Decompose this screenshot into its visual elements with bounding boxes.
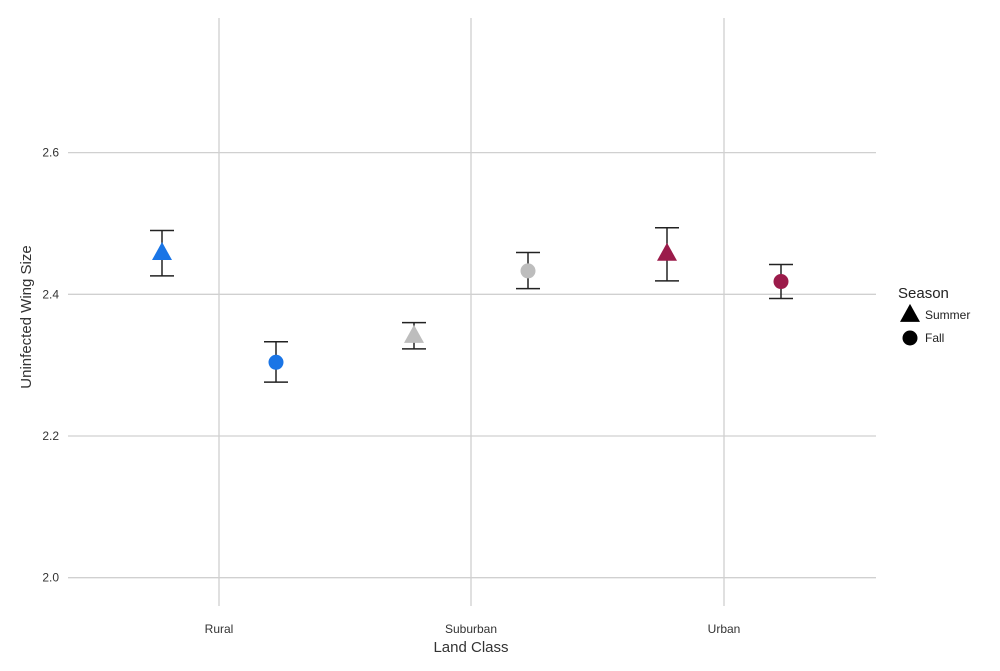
x-tick-label: Suburban	[445, 622, 497, 636]
point-summer-suburban	[404, 324, 424, 343]
x-tick-label: Urban	[708, 622, 741, 636]
legend-label: Fall	[925, 331, 944, 345]
y-tick-label: 2.6	[42, 146, 59, 160]
y-tick-label: 2.4	[42, 287, 59, 301]
data-points	[152, 242, 789, 370]
x-axis-ticks: Rural Suburban Urban	[205, 622, 741, 636]
grid	[68, 18, 876, 606]
legend-triangle-icon	[900, 303, 920, 322]
legend-circle-icon	[902, 330, 918, 346]
legend-entry-summer: Summer	[900, 303, 970, 322]
point-fall-rural	[268, 354, 284, 370]
point-fall-suburban	[520, 263, 536, 279]
legend-label: Summer	[925, 308, 970, 322]
legend-title: Season	[898, 285, 949, 302]
x-tick-label: Rural	[205, 622, 234, 636]
y-tick-label: 2.0	[42, 571, 59, 585]
point-summer-rural	[152, 242, 172, 261]
point-fall-urban	[773, 274, 789, 290]
y-tick-label: 2.2	[42, 429, 59, 443]
y-axis-title: Uninfected Wing Size	[18, 245, 35, 388]
y-axis-ticks: 2.0 2.2 2.4 2.6	[42, 146, 59, 585]
point-summer-urban	[657, 242, 677, 261]
legend: Season Summer Fall	[898, 285, 970, 346]
x-axis-title: Land Class	[433, 639, 508, 656]
legend-entry-fall: Fall	[902, 330, 944, 346]
